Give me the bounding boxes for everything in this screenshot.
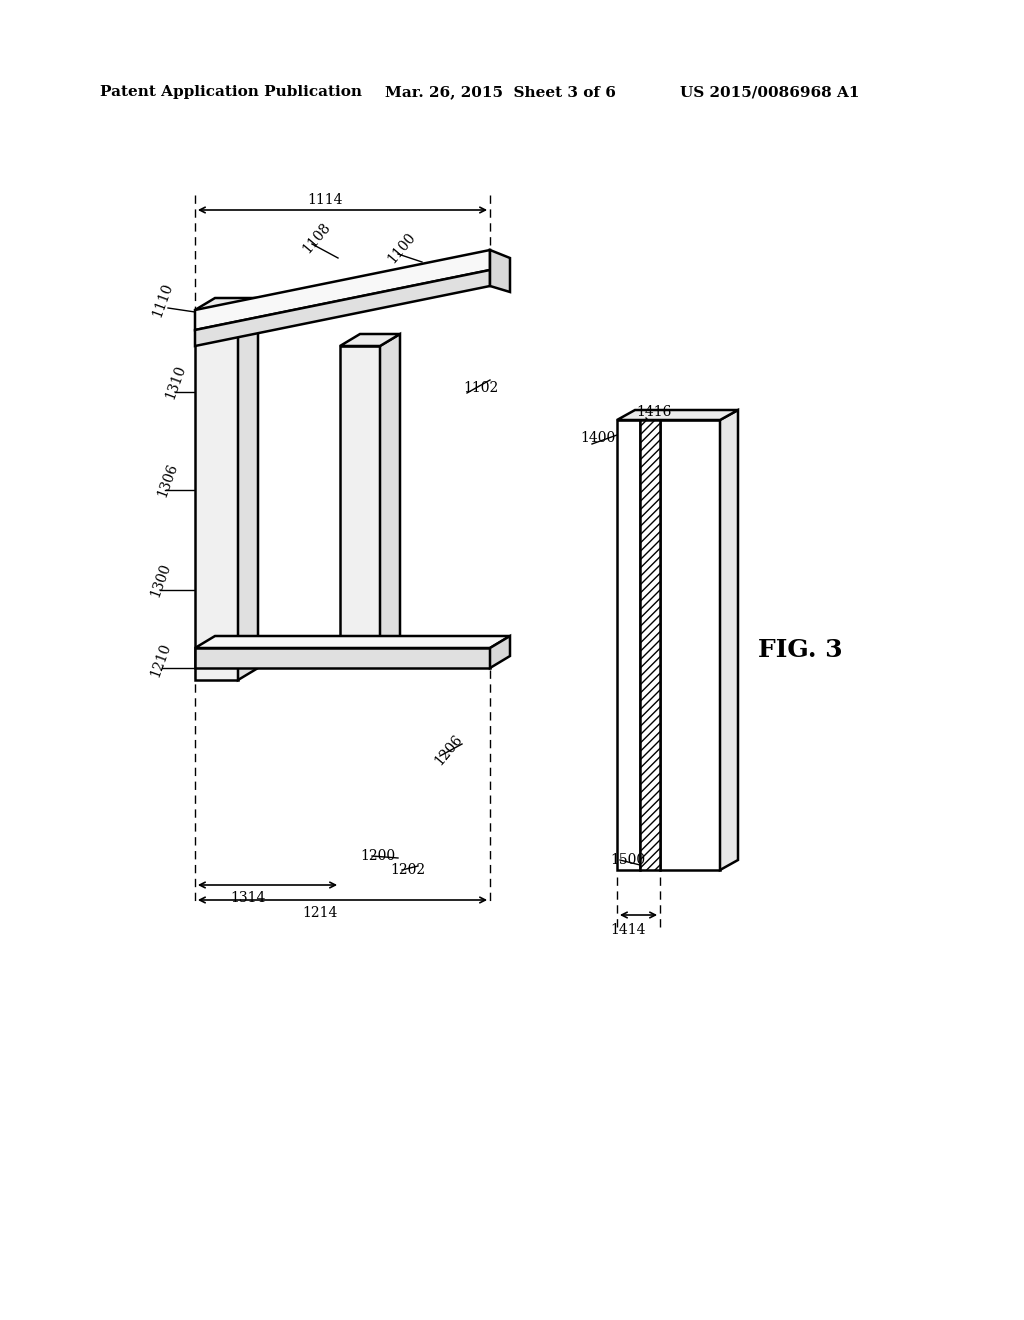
Text: 1210: 1210 bbox=[148, 642, 173, 678]
Text: Mar. 26, 2015  Sheet 3 of 6: Mar. 26, 2015 Sheet 3 of 6 bbox=[385, 84, 615, 99]
Polygon shape bbox=[195, 648, 490, 668]
Text: 1416: 1416 bbox=[636, 405, 672, 418]
Text: 1400: 1400 bbox=[580, 432, 615, 445]
Text: 1314: 1314 bbox=[230, 891, 265, 906]
Text: 1300: 1300 bbox=[148, 561, 173, 599]
Text: 1100: 1100 bbox=[385, 230, 419, 267]
Polygon shape bbox=[238, 298, 258, 680]
Text: 1214: 1214 bbox=[302, 906, 338, 920]
Polygon shape bbox=[195, 310, 238, 680]
Polygon shape bbox=[340, 334, 400, 346]
Text: 1114: 1114 bbox=[307, 193, 343, 207]
Polygon shape bbox=[380, 334, 400, 648]
Polygon shape bbox=[195, 298, 258, 310]
Text: 1414: 1414 bbox=[610, 923, 646, 937]
Polygon shape bbox=[720, 411, 738, 870]
Polygon shape bbox=[340, 346, 380, 648]
Text: 1200: 1200 bbox=[360, 849, 395, 863]
Polygon shape bbox=[195, 636, 510, 648]
Text: 1500: 1500 bbox=[610, 853, 645, 867]
Polygon shape bbox=[195, 249, 490, 330]
Text: Patent Application Publication: Patent Application Publication bbox=[100, 84, 362, 99]
Polygon shape bbox=[490, 249, 510, 292]
Text: FIG. 3: FIG. 3 bbox=[758, 638, 843, 663]
Text: 1202: 1202 bbox=[390, 863, 425, 876]
Text: 1206: 1206 bbox=[432, 733, 465, 768]
Polygon shape bbox=[617, 420, 640, 870]
Text: US 2015/0086968 A1: US 2015/0086968 A1 bbox=[680, 84, 859, 99]
Text: 1102: 1102 bbox=[463, 381, 499, 395]
Polygon shape bbox=[195, 271, 490, 346]
Polygon shape bbox=[490, 636, 510, 668]
Text: 1110: 1110 bbox=[150, 281, 175, 319]
Text: 1108: 1108 bbox=[300, 220, 334, 256]
Polygon shape bbox=[617, 411, 738, 420]
Text: 1310: 1310 bbox=[163, 363, 188, 401]
Polygon shape bbox=[640, 420, 660, 870]
Text: 1306: 1306 bbox=[155, 461, 180, 499]
Polygon shape bbox=[660, 420, 720, 870]
